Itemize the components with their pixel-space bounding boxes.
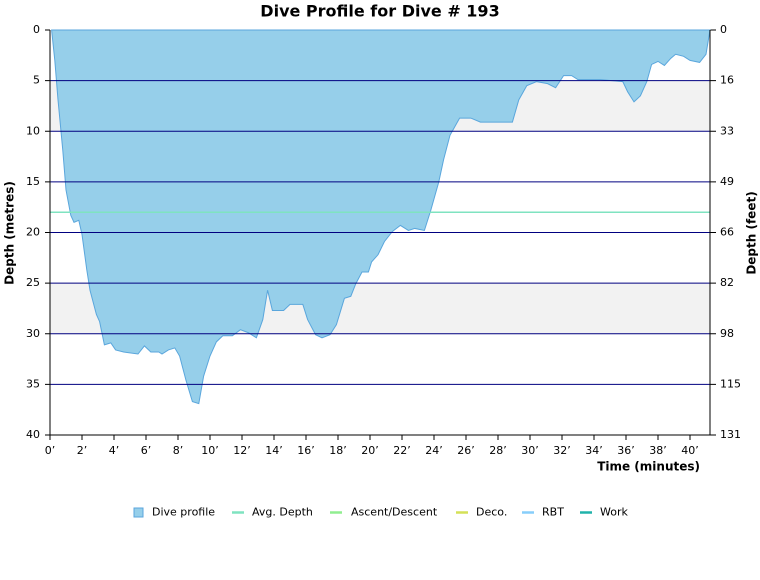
legend-label: RBT	[542, 506, 564, 519]
x-tick-label: 18’	[329, 444, 347, 457]
x-tick-label: 34’	[585, 444, 603, 457]
x-tick-label: 10’	[201, 444, 219, 457]
y-tick-label: 0	[33, 23, 40, 36]
x-tick-label: 24’	[425, 444, 443, 457]
y-tick-label: 10	[26, 124, 40, 137]
x-tick-label: 22’	[393, 444, 411, 457]
y2-tick-label: 33	[720, 124, 734, 137]
x-tick-label: 4’	[109, 444, 120, 457]
x-tick-label: 0’	[45, 444, 56, 457]
y-tick-label: 25	[26, 276, 40, 289]
legend-label: Avg. Depth	[252, 506, 313, 519]
y-tick-label: 40	[26, 428, 40, 441]
legend-label: Dive profile	[152, 506, 215, 519]
y2-tick-label: 16	[720, 74, 734, 87]
x-tick-label: 8’	[173, 444, 184, 457]
legend-swatch	[133, 507, 144, 518]
x-tick-label: 38’	[649, 444, 667, 457]
y-tick-label: 30	[26, 327, 40, 340]
x-tick-label: 12’	[233, 444, 251, 457]
y2-tick-label: 82	[720, 276, 734, 289]
y-tick-label: 15	[26, 175, 40, 188]
y-tick-label: 35	[26, 377, 40, 390]
x-tick-label: 32’	[553, 444, 571, 457]
x-tick-label: 28’	[489, 444, 507, 457]
y-axis-title: Depth (metres)	[3, 181, 17, 285]
x-tick-label: 30’	[521, 444, 539, 457]
y2-tick-label: 131	[720, 428, 741, 441]
chart-title: Dive Profile for Dive # 193	[260, 2, 499, 21]
legend-label: Work	[600, 506, 628, 519]
x-tick-label: 36’	[617, 444, 635, 457]
x-tick-label: 14’	[265, 444, 283, 457]
y-tick-label: 5	[33, 74, 40, 87]
x-tick-label: 6’	[141, 444, 152, 457]
y2-tick-label: 98	[720, 327, 734, 340]
x-axis-title: Time (minutes)	[597, 460, 700, 474]
y-tick-label: 20	[26, 226, 40, 239]
x-tick-label: 16’	[297, 444, 315, 457]
legend-label: Deco.	[476, 506, 507, 519]
x-tick-label: 40’	[681, 444, 699, 457]
y2-tick-label: 66	[720, 226, 734, 239]
y2-tick-label: 49	[720, 175, 734, 188]
x-tick-label: 20’	[361, 444, 379, 457]
x-tick-label: 26’	[457, 444, 475, 457]
x-tick-label: 2’	[77, 444, 88, 457]
legend-label: Ascent/Descent	[351, 506, 438, 519]
y2-tick-label: 0	[720, 23, 727, 36]
y2-tick-label: 115	[720, 377, 741, 390]
y2-axis-title: Depth (feet)	[745, 191, 759, 274]
